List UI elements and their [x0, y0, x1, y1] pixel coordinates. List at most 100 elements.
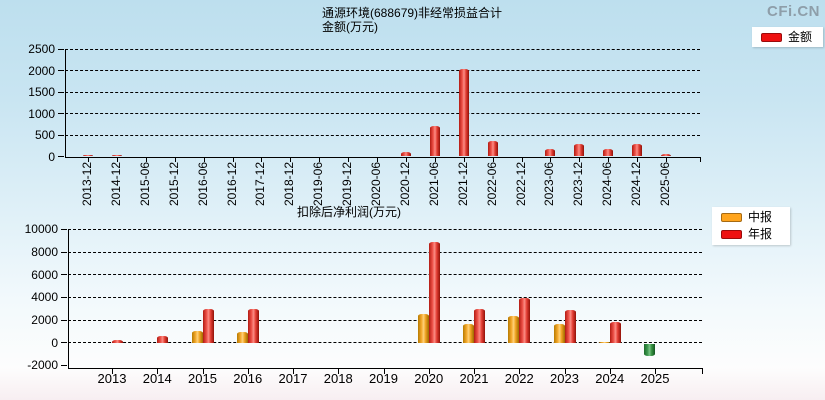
y-tick — [58, 91, 64, 93]
y-tick-label: 2500 — [28, 42, 55, 56]
bar-amount-2024-06 — [603, 149, 614, 157]
x-tick — [521, 157, 523, 162]
bar-年报-2024 — [609, 322, 621, 343]
cfi-logo: CFi.CN — [767, 3, 820, 20]
x-axis — [68, 368, 703, 369]
bar-年报-2013 — [112, 340, 123, 343]
x-tick — [88, 157, 89, 162]
x-tick — [116, 157, 118, 162]
y-tick — [61, 364, 67, 366]
bar-中报-2023 — [553, 323, 565, 343]
y-tick — [58, 70, 64, 71]
x-tick — [319, 157, 321, 162]
x-tick — [290, 157, 292, 162]
bar-amount-2024-12 — [632, 143, 643, 157]
bar-amount-2020-12 — [400, 151, 411, 157]
x-tick — [247, 369, 249, 374]
gridline — [65, 70, 700, 71]
y-tick-label: 6000 — [31, 267, 58, 282]
y-tick — [61, 274, 67, 276]
bar-中报-2022 — [508, 316, 520, 343]
x-tick — [519, 369, 521, 374]
x-axis — [65, 156, 701, 158]
bar-年报-2022 — [519, 298, 531, 343]
y-tick — [58, 156, 64, 157]
x-tick-label: 2018 — [323, 371, 353, 386]
x-tick — [434, 157, 436, 162]
x-tick — [492, 157, 494, 162]
y-axis — [65, 49, 66, 158]
bar-amount-2022-06 — [487, 141, 498, 157]
profit-legend: 中报 年报 — [712, 207, 790, 245]
x-tick-label: 2024 — [595, 371, 625, 386]
bar-中报-2016 — [236, 332, 248, 343]
x-tick-label: 2015 — [188, 371, 217, 386]
y-tick — [61, 251, 67, 253]
bar-中报-2015 — [191, 330, 203, 343]
bar-amount-2021-12 — [458, 69, 469, 157]
bar-amount-2013-12 — [83, 155, 93, 157]
x-tick — [550, 157, 552, 162]
y-tick — [61, 342, 67, 344]
x-tick-label: 2021 — [459, 371, 489, 386]
x-tick-label: 2016 — [233, 371, 263, 386]
x-tick — [348, 157, 350, 162]
y-tick-label: 4000 — [31, 290, 58, 305]
y-tick-label: 1000 — [28, 106, 55, 121]
x-tick-end — [700, 157, 701, 162]
y-tick-label: 0 — [48, 149, 55, 164]
profit-chart-title: 扣除后净利润(万元) — [297, 205, 401, 219]
y-tick-label: 2000 — [28, 63, 55, 78]
x-tick — [564, 369, 566, 374]
y-tick-label: 10000 — [24, 222, 58, 237]
x-tick — [383, 369, 385, 374]
x-tick — [338, 369, 340, 374]
bar-中报-2020 — [417, 314, 429, 343]
y-tick — [58, 134, 64, 136]
amount-chart-title: 通源环境(688679)非经常损益合计 — [322, 6, 503, 20]
x-tick-label: 2014 — [142, 371, 172, 386]
gridline — [65, 91, 700, 93]
gridline — [65, 134, 700, 136]
bar-中报-2021 — [463, 323, 474, 343]
x-tick — [232, 157, 234, 162]
interim-legend-swatch — [721, 213, 742, 222]
bar-amount-2014-12 — [111, 155, 122, 157]
annual-legend-swatch — [721, 230, 742, 239]
bar-年报-2023 — [564, 309, 576, 343]
x-tick — [145, 157, 147, 162]
x-tick-label: 2017 — [278, 371, 308, 386]
bar-中报-2024 — [598, 341, 610, 343]
bar-amount-2023-12 — [574, 144, 585, 157]
gridline — [68, 228, 702, 230]
x-tick-label: 2013 — [97, 371, 127, 386]
bar-中报-2025-negative — [644, 343, 655, 356]
x-tick — [666, 157, 667, 162]
x-tick-label: 2025 — [640, 371, 670, 386]
x-tick — [608, 157, 610, 162]
x-tick — [202, 369, 204, 374]
y-tick — [61, 228, 67, 230]
x-tick — [405, 157, 407, 162]
bar-amount-2025-06 — [661, 154, 671, 157]
y-tick-label: 2000 — [31, 313, 58, 328]
gridline — [68, 251, 702, 253]
x-tick — [579, 157, 581, 162]
y-tick-label: 1500 — [28, 85, 55, 99]
x-tick — [157, 369, 159, 374]
amount-legend-label: 金额 — [788, 29, 813, 44]
bar-年报-2020 — [428, 242, 440, 343]
gridline — [68, 274, 702, 276]
x-tick — [112, 369, 113, 374]
interim-legend-label: 中报 — [748, 210, 773, 224]
bar-年报-2016 — [247, 308, 259, 343]
amount-legend: 金额 — [752, 27, 823, 47]
y-tick — [58, 113, 64, 114]
y-tick-label: 8000 — [31, 245, 58, 260]
annual-legend-label: 年报 — [748, 227, 773, 241]
x-tick — [377, 157, 378, 162]
x-tick-label: 2020 — [414, 371, 444, 386]
